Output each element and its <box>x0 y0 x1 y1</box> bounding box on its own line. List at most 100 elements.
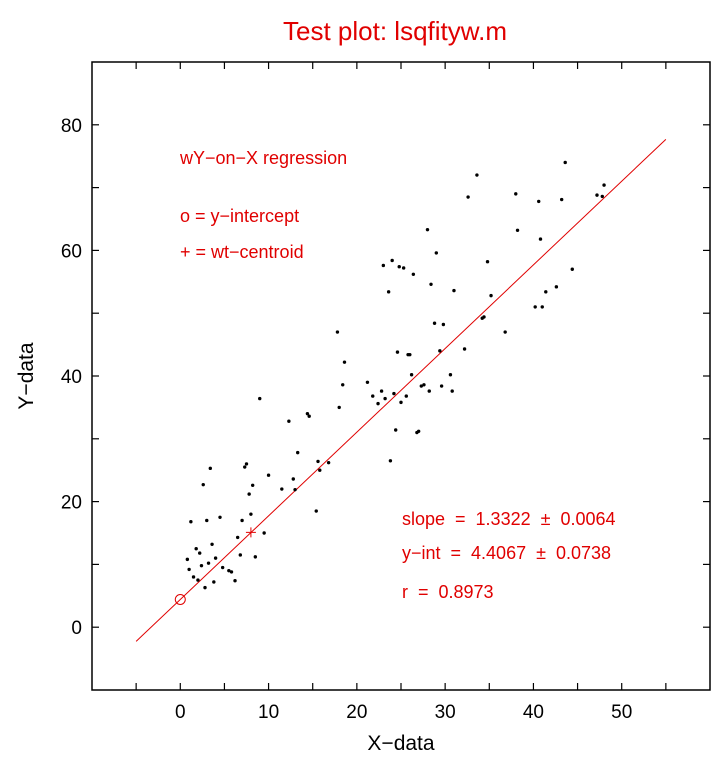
annotation-r: r = 0.8973 <box>402 582 494 602</box>
data-point <box>249 512 253 516</box>
data-point <box>196 578 200 582</box>
data-point <box>515 228 520 233</box>
y-tick-label: 40 <box>61 367 82 388</box>
data-point <box>258 396 262 401</box>
data-point <box>218 515 222 519</box>
data-point <box>441 322 446 327</box>
regression-line <box>135 139 667 642</box>
data-point <box>397 265 401 269</box>
plot-area <box>135 139 667 642</box>
data-point <box>262 531 266 535</box>
y-axis-label: Y−data <box>15 342 38 409</box>
data-point <box>388 459 393 463</box>
y-axis: 0 20 40 60 80 <box>61 116 710 639</box>
annotation-intercept-legend: o = y−intercept <box>180 206 299 226</box>
data-point <box>570 267 574 271</box>
x-tick-label: 40 <box>523 702 544 723</box>
annotation-slope: slope = 1.3322 ± 0.0064 <box>402 509 616 529</box>
x-tick-label: 0 <box>175 702 186 723</box>
data-point <box>213 556 218 560</box>
x-axis-label: X−data <box>367 732 434 755</box>
y-tick-label: 0 <box>71 618 82 639</box>
data-point <box>185 557 190 562</box>
data-point <box>318 468 322 472</box>
data-point <box>210 542 214 547</box>
data-point <box>235 535 240 540</box>
data-point <box>503 330 507 334</box>
data-point <box>434 251 439 255</box>
data-point <box>280 487 284 491</box>
data-point <box>462 347 467 351</box>
data-point <box>201 482 205 487</box>
data-point <box>422 383 426 387</box>
data-point <box>514 192 518 196</box>
data-point <box>247 492 251 496</box>
x-axis: 0 10 20 30 40 50 <box>135 62 667 723</box>
x-tick-label: 30 <box>435 702 456 723</box>
data-point <box>220 565 225 570</box>
data-point <box>563 160 567 165</box>
data-point <box>198 551 202 555</box>
annotation-method: wY−on−X regression <box>179 148 347 168</box>
annotation-centroid-legend: + = wt−centroid <box>180 242 304 262</box>
data-point <box>206 561 211 565</box>
data-point <box>238 553 243 557</box>
data-point <box>243 465 247 469</box>
data-point <box>450 389 454 393</box>
data-point <box>466 195 470 199</box>
data-point <box>390 258 394 263</box>
data-point <box>244 462 249 466</box>
data-point <box>408 352 412 357</box>
y-tick-label: 20 <box>61 493 82 514</box>
centroid-marker <box>245 527 256 538</box>
data-point <box>533 305 537 309</box>
data-point <box>401 266 406 270</box>
data-point <box>540 305 544 309</box>
data-point <box>314 509 318 513</box>
data-point <box>307 414 311 418</box>
data-point <box>229 570 234 574</box>
data-point <box>191 575 196 579</box>
data-point <box>399 400 403 405</box>
data-point <box>595 193 599 197</box>
x-tick-label: 10 <box>258 702 279 723</box>
data-point <box>203 585 207 590</box>
data-point <box>448 373 453 377</box>
data-point <box>395 350 400 354</box>
data-point <box>187 567 191 572</box>
data-point <box>199 563 204 568</box>
chart-title: Test plot: lsqfityw.m <box>283 16 507 46</box>
data-point <box>381 263 386 268</box>
data-point <box>266 473 271 477</box>
data-point <box>305 411 310 416</box>
data-point <box>544 290 548 294</box>
data-point <box>189 519 193 524</box>
data-point <box>439 384 444 388</box>
data-point <box>482 315 486 319</box>
y-tick-label: 80 <box>61 116 82 137</box>
data-point <box>394 428 398 432</box>
data-point <box>326 460 331 465</box>
data-point <box>600 194 604 199</box>
y-tick-label: 60 <box>61 241 82 262</box>
data-point <box>227 568 231 573</box>
data-point <box>485 260 490 264</box>
data-point <box>316 459 320 464</box>
data-point <box>287 419 291 423</box>
data-point <box>452 288 456 293</box>
data-point <box>194 547 198 551</box>
data-point <box>489 293 493 298</box>
intercept-marker <box>174 594 186 606</box>
x-tick-label: 50 <box>611 702 632 723</box>
data-point <box>365 380 370 384</box>
data-point <box>475 173 479 177</box>
data-point <box>386 290 391 294</box>
data-point <box>438 349 442 353</box>
data-point <box>559 197 564 202</box>
data-point <box>296 450 300 455</box>
data-point <box>537 199 541 204</box>
data-point <box>419 384 424 388</box>
data-point <box>376 401 380 406</box>
data-point <box>205 518 209 523</box>
data-point <box>212 580 216 584</box>
